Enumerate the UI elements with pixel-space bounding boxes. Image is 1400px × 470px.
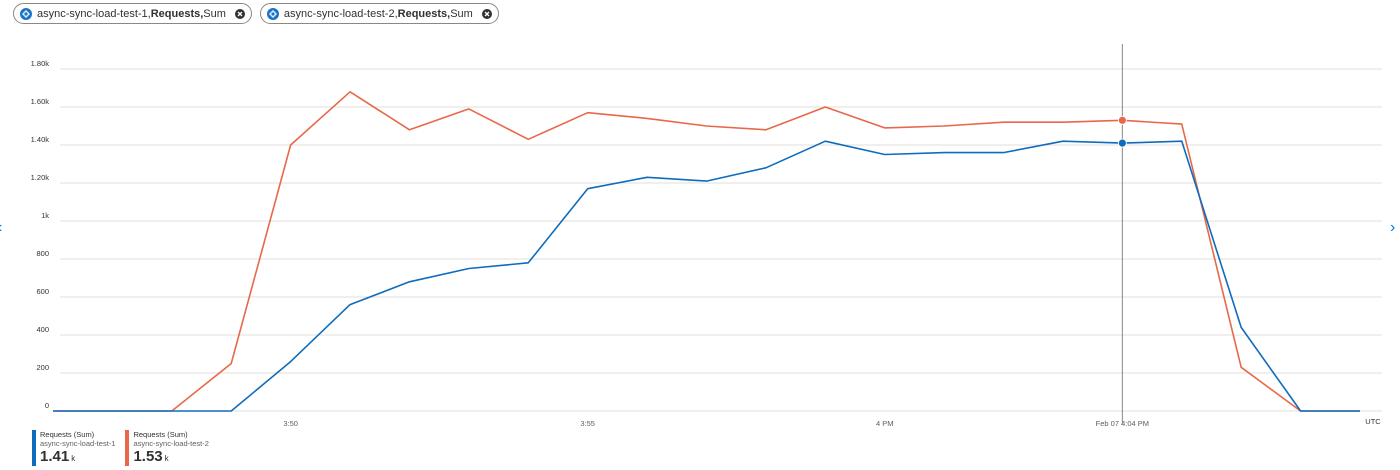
legend-color-swatch xyxy=(125,430,130,466)
y-tick-label: 1.20k xyxy=(31,173,50,182)
legend-unit: k xyxy=(71,454,76,463)
y-tick-label: 1.60k xyxy=(31,97,50,106)
legend-value: 1.53 k xyxy=(133,448,169,465)
legend-metric: Requests (Sum) xyxy=(133,430,188,439)
chart-legend: Requests (Sum) async-sync-load-test-1 1.… xyxy=(32,430,209,467)
close-icon[interactable] xyxy=(481,8,492,19)
chevron-right-icon[interactable]: › xyxy=(1390,219,1396,236)
legend-unit: k xyxy=(164,454,169,463)
x-tick-label: 3:55 xyxy=(580,419,595,428)
y-tick-label: 400 xyxy=(36,325,49,334)
legend-color-swatch xyxy=(32,430,36,466)
y-tick-label: 600 xyxy=(36,287,49,296)
pill-metric: Requests, xyxy=(150,7,204,20)
y-tick-label: 0 xyxy=(45,401,49,410)
pill-resource: async-sync-load-test-1, xyxy=(37,7,151,20)
pill-aggregation: Sum xyxy=(450,7,473,20)
legend-item-2[interactable]: Requests (Sum) async-sync-load-test-2 1.… xyxy=(125,430,209,467)
resource-icon xyxy=(266,7,279,20)
cursor-point-1 xyxy=(1117,138,1127,148)
legend-item-1[interactable]: Requests (Sum) async-sync-load-test-1 1.… xyxy=(32,430,115,467)
y-tick-label: 1k xyxy=(41,211,49,220)
series-line-2 xyxy=(53,91,1360,412)
close-icon[interactable] xyxy=(234,8,245,19)
legend-resource: async-sync-load-test-1 xyxy=(40,439,116,448)
timezone-label: UTC xyxy=(1365,417,1381,426)
pill-resource: async-sync-load-test-2, xyxy=(283,7,398,20)
metric-pill-1[interactable]: async-sync-load-test-1, Requests, Sum xyxy=(13,3,252,24)
y-tick-label: 1.40k xyxy=(31,135,50,144)
cursor-point-2 xyxy=(1117,115,1127,125)
y-tick-label: 200 xyxy=(36,363,49,372)
legend-metric: Requests (Sum) xyxy=(40,430,95,439)
metric-pill-2[interactable]: async-sync-load-test-2, Requests, Sum xyxy=(259,3,499,24)
legend-value: 1.41 k xyxy=(40,448,76,465)
series-line-1 xyxy=(53,140,1360,412)
x-tick-label: 4 PM xyxy=(876,419,894,428)
chevron-left-icon[interactable]: ‹ xyxy=(0,220,2,236)
y-tick-label: 800 xyxy=(36,249,49,258)
pill-aggregation: Sum xyxy=(203,7,226,20)
metric-pills: async-sync-load-test-1, Requests, Sum as… xyxy=(13,3,499,24)
resource-icon xyxy=(20,7,32,20)
y-tick-label: 1.80k xyxy=(31,59,50,68)
line-chart[interactable]: 0 200 400 600 800 1k 1.20k 1.40k 1.60k 1.80k 3:50 3… xyxy=(0,0,1400,430)
x-tick-label: 3:50 xyxy=(283,419,298,428)
legend-resource: async-sync-load-test-2 xyxy=(133,439,209,448)
pill-metric: Requests, xyxy=(397,7,451,20)
